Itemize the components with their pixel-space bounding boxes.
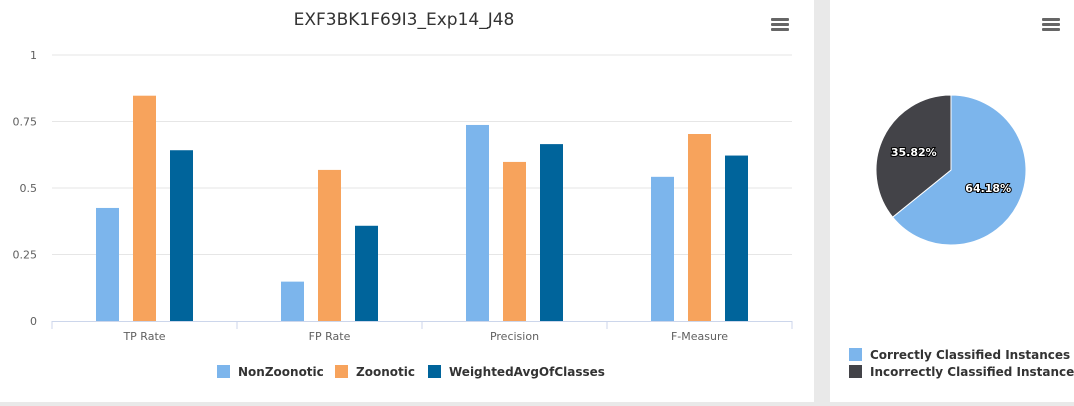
gridlines [52,54,792,255]
pie-menu-icon[interactable] [1042,18,1060,32]
bar-Zoonotic-F-Measure[interactable] [688,134,711,321]
bar-WeightedAvgOfClasses-Precision[interactable] [540,144,563,321]
bar-WeightedAvgOfClasses-FP-Rate[interactable] [355,225,378,321]
legend-item-NonZoonotic[interactable]: NonZoonotic [238,365,324,379]
legend-item-Zoonotic[interactable]: Zoonotic [356,365,415,379]
pie-data-label: 35.82% [891,146,937,159]
bar-Zoonotic-TP-Rate[interactable] [133,95,156,321]
legend-item-WeightedAvgOfClasses[interactable]: WeightedAvgOfClasses [449,365,605,379]
legend-item-incorrectly-classified-instances[interactable]: Incorrectly Classified Instances [870,365,1074,379]
pie-legend: Correctly Classified Instances Incorrectl… [849,348,1074,379]
pie-chart: 64.18% 35.82% Correctly Classified Instan… [849,94,1074,379]
pie-slices [875,94,1027,246]
pie-slice-incorrectly-classified-instances[interactable] [875,94,952,218]
pie-chart-panel: 64.18% 35.82% Correctly Classified Instan… [830,0,1074,402]
chart-menu-icon[interactable] [771,18,789,32]
pie-data-labels: 64.18% 35.82% [890,145,1012,196]
bar-NonZoonotic-F-Measure[interactable] [651,176,674,321]
legend-swatch [217,365,230,378]
y-tick-label: 0.25 [13,249,38,262]
bar-NonZoonotic-Precision[interactable] [466,124,489,321]
x-axis: TP Rate FP Rate Precision F-Measure [51,321,793,343]
legend-item-correctly-classified-instances[interactable]: Correctly Classified Instances [870,348,1070,362]
bar-WeightedAvgOfClasses-TP-Rate[interactable] [170,150,193,321]
bar-NonZoonotic-FP-Rate[interactable] [281,281,304,321]
bar-chart: EXF3BK1F69I3_Exp14_J48 0 0.25 0.5 0.75 1 TP … [13,10,793,379]
x-tick-label: TP Rate [122,330,165,343]
pie-data-label: 64.18% [965,182,1011,195]
y-tick-label: 0 [30,315,37,328]
y-axis-ticks: 0 0.25 0.5 0.75 1 [13,49,38,328]
bar-legend: NonZoonotic Zoonotic WeightedAvgOfClasses [217,365,605,379]
y-tick-label: 1 [30,49,37,62]
x-tick-label: FP Rate [309,330,351,343]
pie-slice-correctly-classified-instances[interactable] [891,94,1027,246]
bars [96,95,748,321]
bar-WeightedAvgOfClasses-F-Measure[interactable] [725,155,748,321]
x-tick-label: Precision [490,330,539,343]
y-tick-label: 0.75 [13,116,38,129]
bar-Zoonotic-FP-Rate[interactable] [318,169,341,321]
bar-Zoonotic-Precision[interactable] [503,161,526,321]
bar-chart-panel: EXF3BK1F69I3_Exp14_J48 0 0.25 0.5 0.75 1 TP … [0,0,814,402]
legend-swatch [849,348,862,361]
legend-swatch [428,365,441,378]
x-tick-label: F-Measure [671,330,728,343]
bar-NonZoonotic-TP-Rate[interactable] [96,207,119,321]
y-tick-label: 0.5 [20,182,38,195]
legend-swatch [849,365,862,378]
legend-swatch [335,365,348,378]
chart-title: EXF3BK1F69I3_Exp14_J48 [294,10,515,30]
